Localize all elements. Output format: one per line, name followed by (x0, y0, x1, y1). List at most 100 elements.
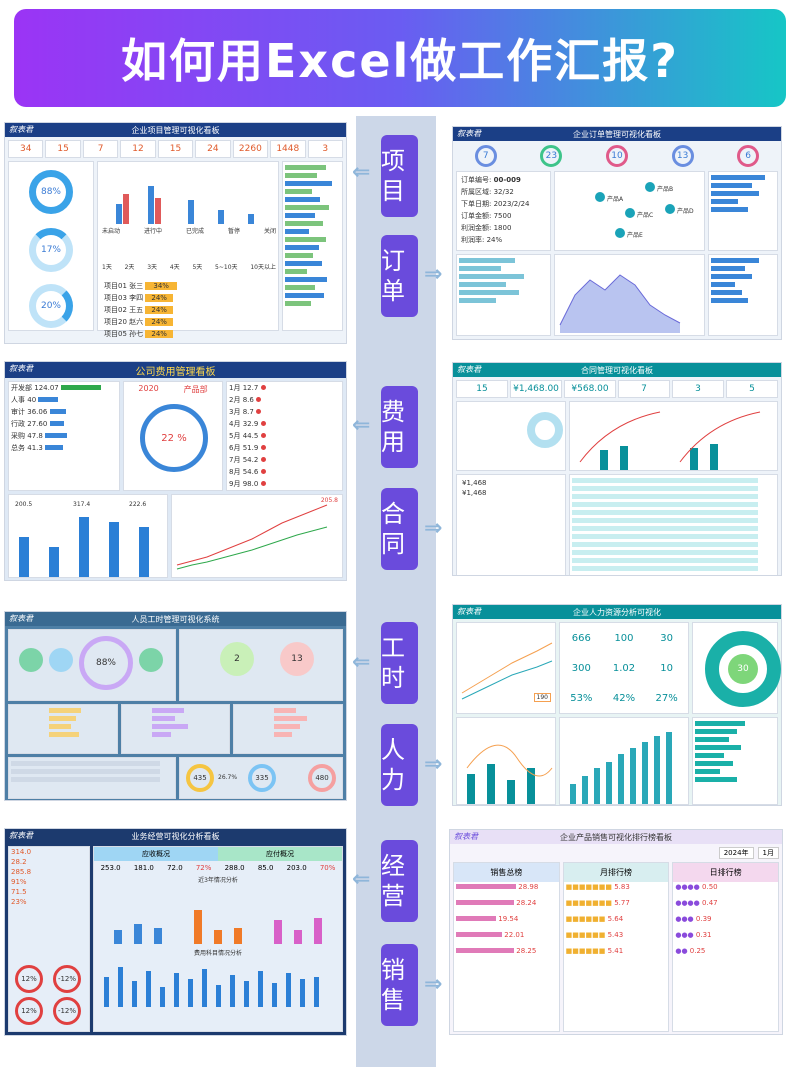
chart-bar (467, 774, 475, 804)
tick-label: 进行中 (143, 228, 162, 235)
ops-value-row: 253.0 181.0 72.0 72% 288.0 85.0 203.0 70% (100, 864, 336, 872)
tick-label: 1天 (102, 264, 112, 271)
progress-ring: 20% (29, 284, 73, 328)
list-item: 8月 54.6 (227, 466, 342, 478)
chart-bar (620, 446, 628, 470)
logo: 叙表君 (457, 365, 481, 374)
contract-table (569, 474, 778, 575)
hours-rings: 435 26.7% 335 480 (179, 757, 343, 799)
panel-header: 叙表君 企业订单管理可视化看板 (453, 127, 781, 141)
tag-sales[interactable]: 销售 (381, 944, 418, 1026)
detail-row: 订单编号: 00-009 (461, 176, 521, 184)
list-item: 人事 40 (9, 394, 119, 406)
year-select[interactable]: 2024年 (718, 847, 754, 859)
section-header-row: 应收概况 应付概况 (94, 847, 342, 861)
section-title: 近3年情况分析 (198, 877, 238, 884)
rank-row: ■■■■■■ 5.41 (565, 947, 624, 955)
section-title: 费用科目情况分析 (193, 950, 242, 957)
ring-value: 88% (40, 187, 61, 197)
chart-bar (690, 448, 698, 470)
kpi-card: 7 (618, 380, 670, 398)
operations-dashboard-thumbnail: 叙表君 业务经营可视化分析看板 314.0 28.2 285.8 91% 71.5… (4, 828, 347, 1036)
sunburst-chart: 30 (692, 622, 781, 714)
detail-row: 利润率: 24% (461, 236, 503, 244)
tag-operations[interactable]: 经营 (381, 840, 418, 922)
ops-main: 应收概况 应付概况 253.0 181.0 72.0 72% 288.0 85.0 203.… (93, 846, 343, 1032)
tag-project[interactable]: 项目 (381, 135, 418, 217)
stat-ring (49, 648, 73, 672)
tick-label: 关闭 (263, 228, 276, 235)
chart-bar (248, 214, 254, 224)
tag-hr[interactable]: 人力 (381, 724, 418, 806)
hr-growth-chart (559, 717, 689, 805)
kpi-value: 30 (660, 632, 674, 644)
kpi-row: 34 15 7 12 15 24 2260 1448 3 (5, 137, 346, 161)
panel-title: 企业项目管理可视化看板 (131, 125, 220, 135)
kpi-value: 27% (655, 692, 678, 704)
tick-label: 暂停 (227, 228, 240, 235)
tag-hours[interactable]: 工时 (381, 622, 418, 704)
amount-value: ¥1,468 (462, 489, 487, 497)
hours-bars-2 (120, 704, 231, 754)
section-header: 应付概况 (218, 847, 342, 861)
dept-select[interactable]: 产品部 (183, 385, 208, 394)
stat-ring: -12% (53, 965, 81, 993)
filter-row: 2020 产品部 (124, 382, 222, 397)
project-table: 项目01 张三 34% 项目03 李四 24% 项目02 王五 24% 项目20… (102, 280, 276, 340)
sunburst-outer: 30 (705, 631, 781, 707)
list-item: 4月 32.9 (227, 418, 342, 430)
kpi-ring: 7 (474, 145, 497, 167)
month-ranking: 月排行榜 ■■■■■■■ 5.83 ■■■■■■■ 5.77 ■■■■■■ 5.… (562, 862, 670, 1032)
tick-label: 5~10天 (215, 264, 238, 271)
panel-title: 业务经营可视化分析看板 (131, 831, 220, 841)
kpi-value: 23% (11, 898, 27, 906)
tick-label: 5天 (192, 264, 203, 271)
amount-value: ¥1,468 (462, 479, 487, 487)
kpi-value: 53% (570, 692, 593, 704)
donut-card (456, 401, 566, 471)
stat-ring: -12% (53, 997, 81, 1025)
chart-bar (155, 198, 161, 224)
chart-bar (116, 204, 122, 224)
contract-dashboard-thumbnail: 叙表君 合同管理可视化看板 15 ¥1,468.00 ¥568.00 7 3 5 … (452, 362, 782, 576)
gauge: 88% (79, 636, 133, 690)
kpi-card: 12 (120, 140, 156, 158)
logo: 叙表君 (457, 607, 481, 616)
stat-ring (139, 648, 163, 672)
rank-row: ●● 0.25 (675, 947, 706, 955)
year-select[interactable]: 2020 (138, 384, 159, 393)
tag-expense[interactable]: 费用 (381, 386, 418, 468)
month-select[interactable]: 1月 (757, 847, 779, 859)
project-dashboard-thumbnail: 叙表君 企业项目管理可视化看板 34 15 7 12 15 24 2260 144… (4, 122, 347, 344)
hours-dashboard-thumbnail: 叙表君 人员工时管理可视化系统 88% 2 13 435 26.7% 335 48… (4, 611, 347, 801)
logo: 叙表君 (457, 129, 481, 138)
duration-axis: 1天 2天 3天 4天 5天 5~10天 10天以上 (102, 262, 276, 271)
tag-contract[interactable]: 合同 (381, 488, 418, 570)
list-item: 审计 36.06 (9, 406, 119, 418)
tag-label: 项目 (381, 147, 405, 205)
chart-bar (148, 186, 154, 224)
arrow-right-icon: ⇒ (424, 516, 443, 541)
kpi-value: 666 (571, 632, 591, 644)
order-detail: 订单编号: 00-009 所属区域: 32/32 下单日期: 2023/2/24… (456, 171, 551, 251)
expense-item-chart (94, 957, 342, 1007)
contract-trend-chart (569, 401, 778, 471)
stat-ring (19, 648, 43, 672)
hr-dashboard-thumbnail: 叙表君 企业人力资源分析可视化 190 666 100 30 300 1.02 10 53… (452, 604, 782, 806)
stat-ring: 435 (186, 764, 214, 792)
rank-row: 28.25 (454, 946, 559, 956)
hr-rank-list (692, 717, 778, 805)
logo: 叙表君 (9, 125, 33, 134)
arrow-left-icon: ⇐ (352, 867, 371, 892)
section-header: 应收概况 (94, 847, 218, 861)
panel-title: 企业订单管理可视化看板 (573, 129, 661, 139)
tag-label: 费用 (381, 398, 405, 456)
kpi-card: 5 (726, 380, 778, 398)
panel-header: 叙表君 企业项目管理可视化看板 (5, 123, 346, 137)
detail-row: 下单日期: 2023/2/24 (461, 200, 530, 208)
tag-order[interactable]: 订单 (381, 235, 418, 317)
kpi-value: 285.8 (11, 868, 32, 876)
logo: 叙表君 (9, 614, 33, 623)
status-bar-chart (108, 174, 268, 224)
progress-ring: 88% (29, 170, 73, 214)
